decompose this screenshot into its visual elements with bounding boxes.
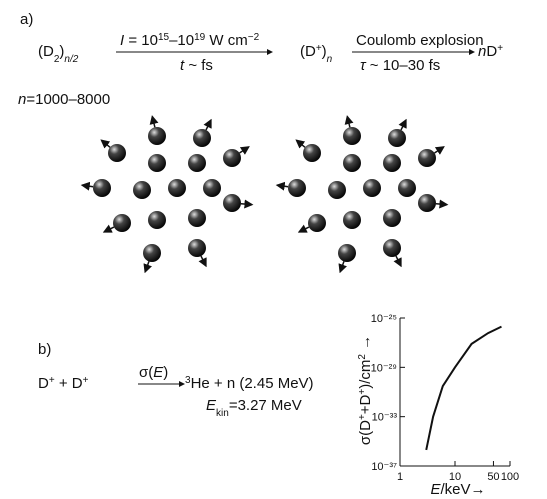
deuteron xyxy=(338,244,356,262)
deuteron xyxy=(148,154,166,172)
motion-arrow xyxy=(201,256,206,266)
y-tick-label: 10⁻²⁹ xyxy=(371,362,397,374)
y-tick-label: 10⁻²⁵ xyxy=(371,313,397,325)
cross-section-curve xyxy=(426,327,501,450)
figure: a) (D2)n/2 I = 1015–1019 W cm−2 t ~ fs (… xyxy=(0,0,547,499)
x-tick-label: 1 xyxy=(397,471,403,483)
condition: Coulomb explosion xyxy=(356,32,484,49)
x-tick-label: 100 xyxy=(501,471,519,483)
deuteron xyxy=(343,127,361,145)
y-axis-label: σ(D++D+)/cm2 → xyxy=(357,335,375,445)
deuteron xyxy=(308,214,326,232)
intermediate: (D+)n xyxy=(300,43,333,65)
panel-label: a) xyxy=(20,11,33,28)
reactants: D+ + D+ xyxy=(38,375,89,393)
motion-arrow xyxy=(145,261,149,271)
motion-arrow xyxy=(299,227,309,232)
products: 3He + n (2.45 MeV) xyxy=(185,375,314,393)
deuteron xyxy=(133,181,151,199)
deuteron xyxy=(203,179,221,197)
deuteron xyxy=(188,209,206,227)
deuteron xyxy=(418,194,436,212)
deuteron xyxy=(388,129,406,147)
clusters xyxy=(82,117,447,272)
motion-arrow xyxy=(239,147,248,153)
deuteron xyxy=(93,179,111,197)
motion-arrow xyxy=(102,140,111,147)
deuteron xyxy=(328,181,346,199)
motion-arrow xyxy=(434,147,443,153)
deuteron xyxy=(343,211,361,229)
motion-arrow xyxy=(277,185,288,187)
deuteron xyxy=(168,179,186,197)
deuteron xyxy=(288,179,306,197)
product: nD+ xyxy=(478,43,503,61)
energy: Ekin=3.27 MeV xyxy=(206,397,302,419)
deuteron xyxy=(148,127,166,145)
motion-arrow xyxy=(340,261,344,271)
motion-arrow xyxy=(297,140,306,147)
deuteron xyxy=(398,179,416,197)
motion-arrow xyxy=(347,117,350,128)
motion-arrow xyxy=(401,120,406,130)
deuteron xyxy=(113,214,131,232)
x-tick-label: 50 xyxy=(487,471,499,483)
cluster-size: n=1000–8000 xyxy=(18,91,110,108)
condition: τ ~ 10–30 fs xyxy=(360,57,440,74)
x-tick-label: 10 xyxy=(449,471,461,483)
deuteron xyxy=(223,149,241,167)
deuteron xyxy=(383,154,401,172)
deuteron xyxy=(343,154,361,172)
deuteron xyxy=(143,244,161,262)
deuteron xyxy=(418,149,436,167)
deuteron xyxy=(193,129,211,147)
motion-arrow xyxy=(206,120,211,130)
y-tick-label: 10⁻³³ xyxy=(372,412,398,424)
deuteron xyxy=(188,239,206,257)
motion-arrow xyxy=(396,256,401,266)
panel-label: b) xyxy=(38,341,51,358)
motion-arrow xyxy=(152,117,155,128)
motion-arrow xyxy=(436,204,447,205)
x-axis-label: E/keV→ xyxy=(430,481,485,498)
deuteron xyxy=(383,239,401,257)
motion-arrow xyxy=(82,185,93,187)
deuteron xyxy=(223,194,241,212)
deuteron xyxy=(188,154,206,172)
deuteron xyxy=(108,144,126,162)
deuteron xyxy=(363,179,381,197)
y-tick-label: 10⁻³⁷ xyxy=(371,461,397,473)
deuteron xyxy=(383,209,401,227)
reactant: (D2)n/2 xyxy=(38,43,79,65)
condition: I = 1015–1019 W cm−2 xyxy=(120,32,260,50)
deuteron xyxy=(148,211,166,229)
arrow-label: σ(E) xyxy=(139,364,168,381)
motion-arrow xyxy=(104,227,114,232)
condition: t ~ fs xyxy=(180,57,213,74)
deuteron xyxy=(303,144,321,162)
motion-arrow xyxy=(241,204,252,205)
